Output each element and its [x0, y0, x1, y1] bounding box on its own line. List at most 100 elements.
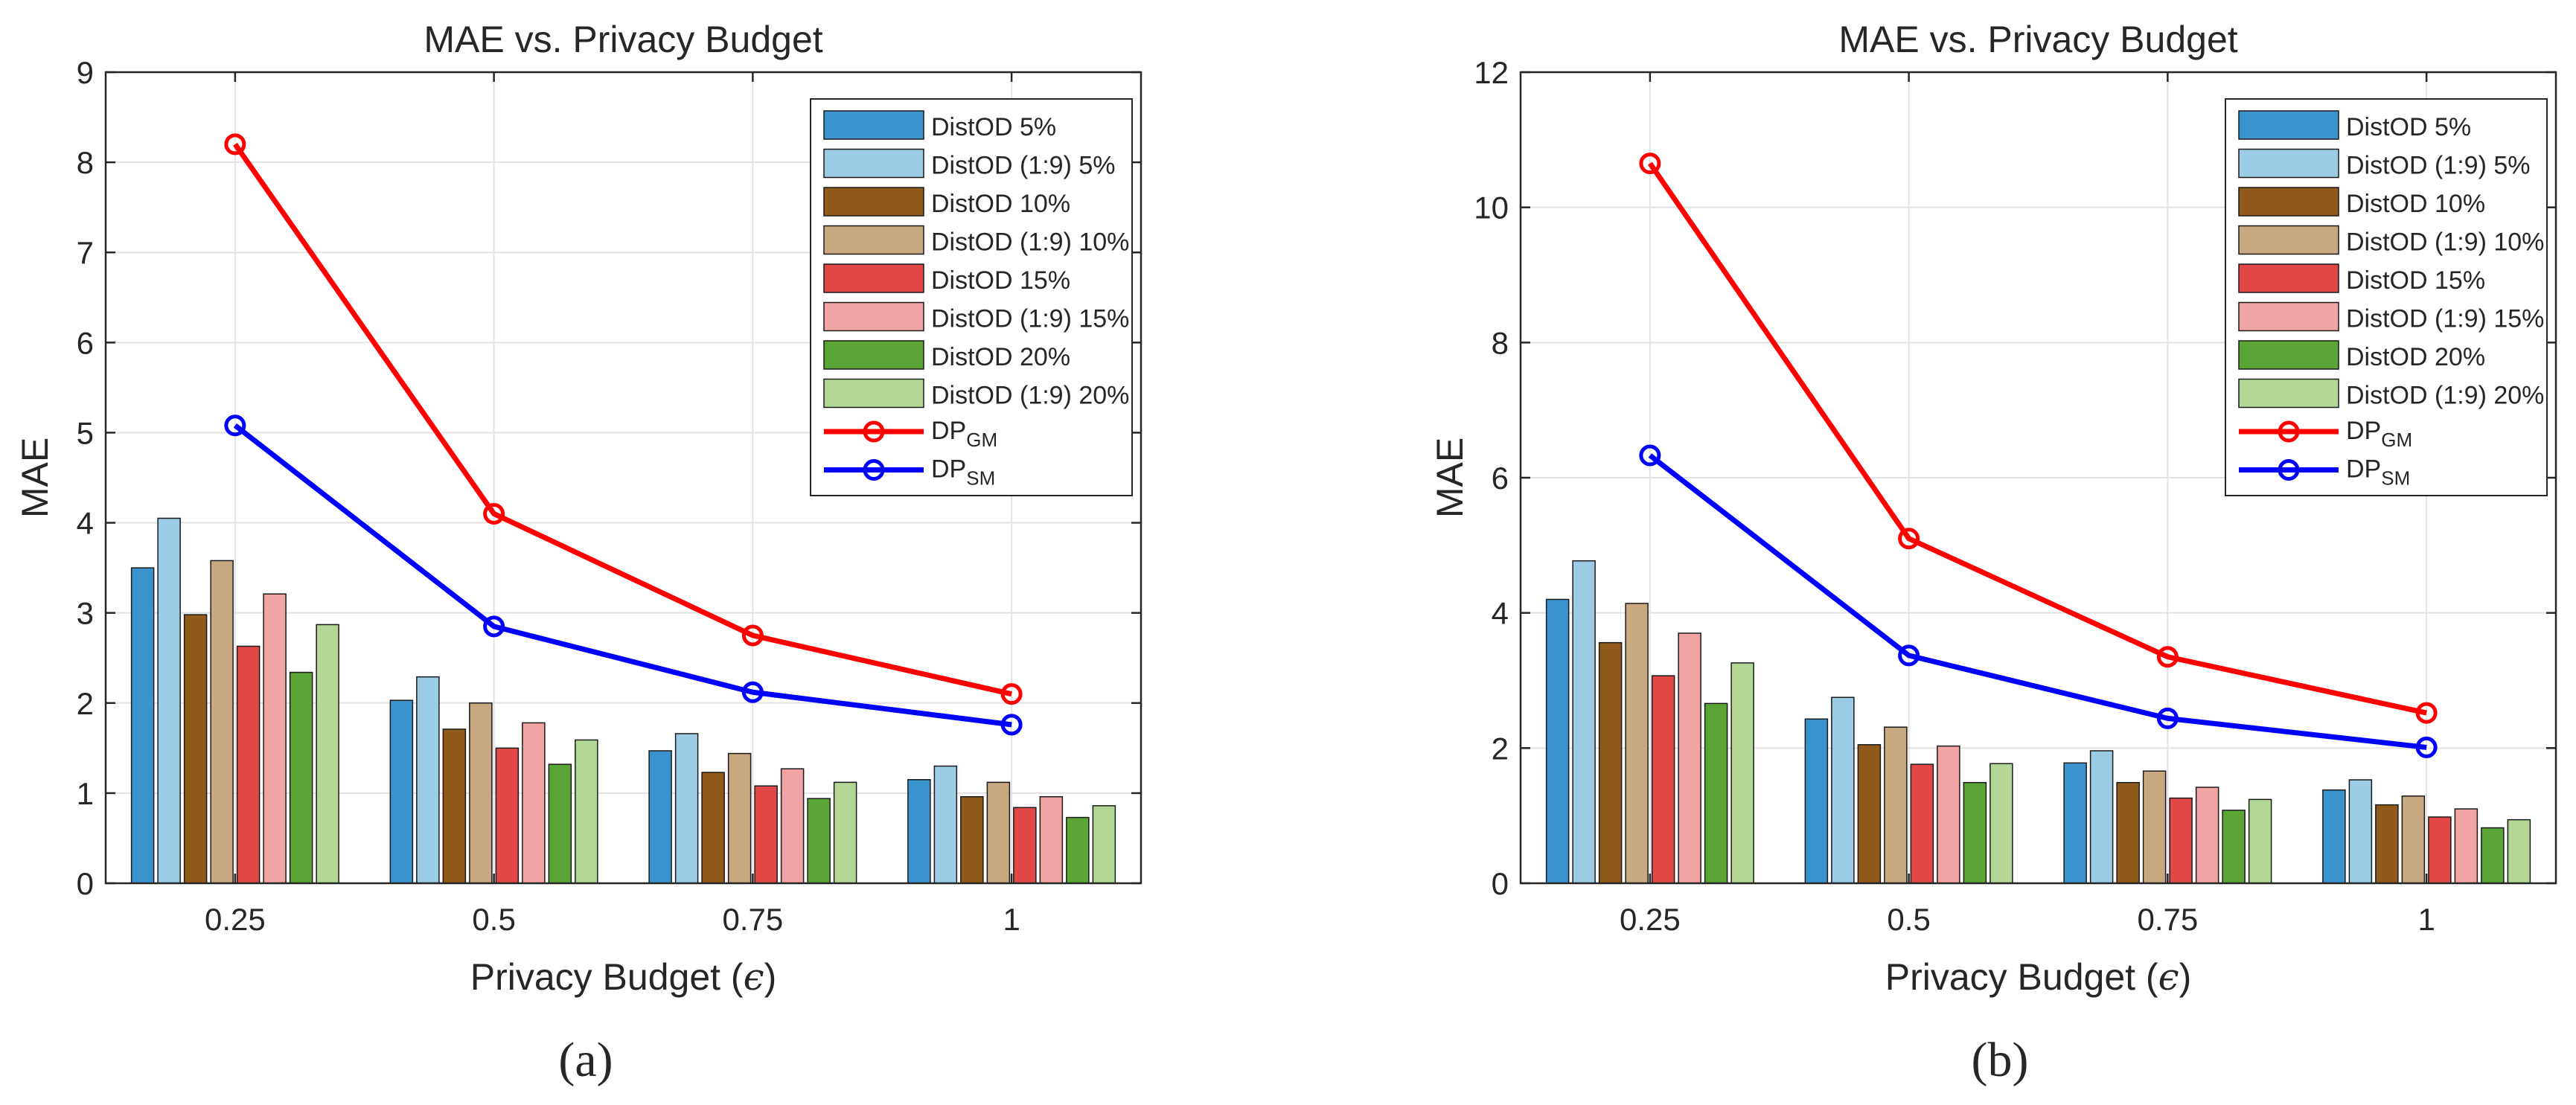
legend-label: DPSM [2346, 455, 2410, 490]
bar [2401, 795, 2426, 884]
y-tick-label: 6 [1492, 461, 1509, 496]
bar [1678, 632, 1701, 884]
legend-swatch [823, 301, 924, 332]
legend-label-main: DP [931, 455, 966, 484]
bar [807, 798, 831, 884]
x-tick-label: 0.5 [472, 902, 515, 937]
chart-panel-a: 0 1 2 3 4 5 6 7 8 9 0.25 0.5 0.75 1 MAE vs. Privacy Bu… [14, 19, 1142, 1087]
bar [701, 772, 725, 884]
legend: DistOD 5% DistOD (1:9) 5% DistOD 10% DistOD… [810, 98, 1133, 496]
series-line-sm [1648, 453, 2427, 750]
chart-panel-b: 0 2 4 6 8 10 12 0.25 0.5 0.75 1 MAE vs. Privacy Bud… [1429, 19, 2557, 1087]
bar [960, 795, 984, 884]
y-tick-label: 8 [77, 145, 94, 180]
line-marker [2156, 707, 2179, 729]
x-axis-label: Privacy Budget (ϵ) [1885, 955, 2192, 999]
line-marker [483, 502, 505, 525]
bar [1857, 744, 1882, 884]
x-tick-label: 1 [1003, 902, 1020, 937]
legend-label: DistOD (1:9) 10% [2346, 228, 2544, 257]
bar [157, 517, 181, 884]
y-tick-label: 2 [1492, 731, 1509, 766]
x-tick-label: 0.75 [2138, 902, 2199, 937]
legend-label: DistOD 20% [2346, 343, 2485, 371]
bar [754, 785, 778, 884]
bar [2507, 819, 2531, 884]
line-marker [224, 133, 246, 156]
legend-label: DistOD (1:9) 15% [931, 305, 1129, 333]
line-marker [1898, 528, 1920, 550]
legend-swatch [2238, 225, 2339, 255]
y-tick-label: 10 [1474, 190, 1509, 225]
legend-marker [2278, 459, 2300, 481]
bar [2089, 750, 2114, 884]
legend-label-sub: SM [2381, 467, 2410, 490]
line-marker [1000, 714, 1023, 736]
legend-marker [2278, 420, 2300, 443]
x-tick-label: 0.25 [1620, 902, 1681, 937]
legend-label: DistOD 10% [2346, 190, 2485, 218]
legend-label-main: DP [2346, 417, 2381, 445]
bar [2375, 804, 2399, 884]
legend-label-sub: SM [966, 467, 995, 490]
legend-label-main: DP [2346, 455, 2381, 484]
chart-title: MAE vs. Privacy Budget [424, 19, 822, 60]
line-marker [1639, 444, 1661, 467]
bar [933, 765, 958, 884]
bar [780, 768, 805, 884]
bar [2116, 781, 2140, 884]
x-axis-label-text: Privacy Budget ( [470, 956, 744, 998]
legend-label: DistOD (1:9) 15% [2346, 305, 2544, 333]
legend-swatch [2238, 110, 2339, 140]
x-axis-label-close: ) [2179, 956, 2192, 998]
bar [2195, 787, 2219, 884]
line-marker [741, 624, 764, 647]
y-tick-label: 9 [77, 55, 94, 90]
bar [389, 699, 414, 884]
bar [1963, 781, 1987, 884]
line-marker [741, 681, 764, 703]
bar [316, 624, 339, 884]
y-tick-label: 6 [77, 325, 94, 360]
series-line-gm [1647, 161, 2427, 716]
bar [263, 593, 287, 884]
legend-label: DistOD 15% [2346, 266, 2485, 295]
line-marker [2415, 736, 2438, 758]
bar [1545, 598, 1570, 884]
legend-swatch [2238, 187, 2339, 217]
legend-label: DistOD 15% [931, 266, 1070, 295]
y-tick-label: 3 [77, 596, 94, 631]
legend-swatch [823, 225, 924, 255]
legend-swatch [823, 148, 924, 179]
bar [1937, 745, 1960, 884]
legend-label-main: DP [931, 417, 966, 445]
bar [2428, 816, 2452, 884]
bar [548, 763, 572, 884]
bar [1831, 696, 1855, 884]
line-marker [1639, 153, 1661, 175]
legend-swatch [823, 378, 924, 409]
legend-swatch [823, 187, 924, 217]
epsilon-symbol: ϵ [2158, 955, 2179, 999]
bar [1804, 718, 1829, 884]
x-axis-label-close: ) [764, 956, 777, 998]
y-tick-label: 0 [77, 866, 94, 901]
legend-label: DistOD (1:9) 5% [931, 152, 1116, 180]
y-tick-label: 0 [1492, 866, 1509, 901]
legend: DistOD 5% DistOD (1:9) 5% DistOD 10% DistOD… [2225, 98, 2548, 496]
bar [1884, 726, 1908, 884]
legend-swatch [2238, 340, 2339, 370]
bar [1013, 807, 1037, 884]
legend-label: DPSM [931, 455, 995, 490]
x-tick-label: 1 [2417, 902, 2435, 937]
y-tick-label: 1 [77, 776, 94, 811]
bar [2481, 827, 2505, 884]
bar [1704, 702, 1728, 884]
chart-title: MAE vs. Privacy Budget [1838, 19, 2237, 60]
legend-swatch [823, 263, 924, 293]
x-tick-label: 0.25 [205, 902, 266, 937]
legend-label: DistOD (1:9) 5% [2346, 152, 2531, 180]
line-marker [1000, 683, 1023, 705]
legend-label: DistOD (1:9) 20% [931, 382, 1129, 410]
y-tick-label: 7 [77, 235, 94, 270]
